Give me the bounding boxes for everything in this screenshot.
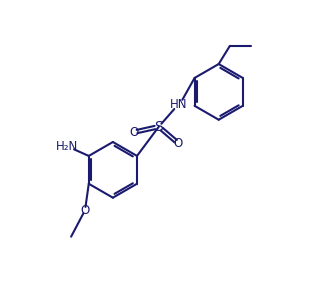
Text: O: O <box>129 126 139 139</box>
Text: O: O <box>174 137 183 150</box>
Text: HN: HN <box>170 98 187 111</box>
Text: S: S <box>155 120 163 134</box>
Text: H₂N: H₂N <box>56 140 78 153</box>
Text: O: O <box>81 204 90 217</box>
